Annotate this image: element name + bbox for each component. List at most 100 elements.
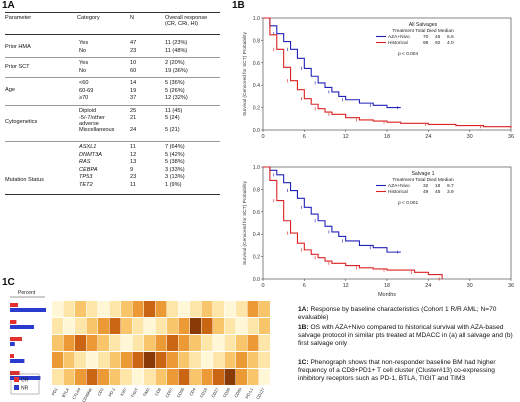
heatmap-cell: [132, 369, 144, 385]
y-axis-label: Survival (Censored for SCT) Probability: [242, 31, 248, 116]
table-n: 19: [130, 87, 137, 94]
x-tick-label: 12: [343, 134, 349, 140]
y-tick-label: 0.4: [253, 232, 260, 238]
legend-treatment: AZA+Nivo: [388, 183, 410, 189]
x-tick-label: 24: [425, 283, 431, 289]
caption-1b-tag: 1B:: [298, 324, 309, 331]
y-tick-label: 0.8: [253, 38, 260, 44]
table-response: 7 (64%): [165, 144, 185, 150]
km-curve-aza-nivo: [263, 166, 401, 253]
legend-median: 4.0: [447, 40, 454, 46]
percent-bar-cr: [10, 354, 14, 358]
heatmap-cell: [86, 301, 98, 317]
table-parameter: Prior SCT: [5, 63, 30, 70]
panel-label-1b: 1B: [232, 0, 245, 11]
table-n: 21: [130, 115, 137, 121]
caption-1a: 1A: Response by baseline characteristics…: [298, 306, 516, 322]
heatmap-column-label: CTLA4: [71, 386, 82, 400]
table-n: 24: [130, 127, 137, 133]
heatmap-column-label: CD69: [233, 386, 243, 398]
heatmap-cell: [86, 318, 98, 334]
legend-swatch-nr: [14, 385, 19, 390]
plot-frame: [262, 17, 512, 131]
heatmap-cell: [236, 335, 247, 351]
km-chart-salvage-1: 0 6 12 18 24 30 36 0.0 0.2 0.4 0.6 0.8 1.0 Survival (…: [242, 165, 514, 298]
legend-total: 98: [423, 40, 429, 46]
heatmap-cell: [155, 369, 167, 385]
x-tick-label: 30: [467, 134, 473, 140]
table-category: Diploid: [79, 107, 97, 114]
table-n: 37: [130, 95, 137, 101]
heatmap-cell: [213, 352, 224, 368]
table-category: No: [79, 47, 87, 54]
table-rule: [5, 12, 220, 13]
heatmap-cell: [52, 335, 63, 351]
x-tick-label: 18: [384, 134, 390, 140]
heatmap-cell: [144, 352, 155, 368]
table-n: 9: [130, 166, 134, 173]
heatmap-cell: [109, 335, 121, 351]
heatmap-cell: [98, 352, 109, 368]
table-n: 25: [130, 107, 137, 114]
y-tick-label: 0.8: [253, 187, 260, 193]
heatmap-cell: [63, 318, 75, 334]
heatmap-cell: [132, 301, 144, 317]
table-parameter: Prior HMA: [5, 43, 31, 50]
heatmap-cell: [224, 335, 236, 351]
table-parameter: Mutation Status: [5, 177, 44, 183]
legend-treatment: Historical: [388, 40, 408, 46]
heatmap-cell: [178, 352, 190, 368]
heatmap-column-label: CD57: [164, 386, 174, 398]
table-n: 23: [130, 47, 137, 54]
heatmap-cell: [75, 335, 86, 351]
heatmap-cell: [121, 335, 132, 351]
heatmap-cell: [109, 369, 121, 385]
table-n: 23: [130, 174, 137, 180]
heatmap-cell: [86, 369, 98, 385]
legend-died: 45: [435, 34, 441, 40]
heatmap-cell: [75, 301, 86, 317]
heatmap-cell: [63, 335, 75, 351]
heatmap-cell: [144, 369, 155, 385]
percent-label: Percent: [18, 290, 36, 296]
heatmap-cell: [259, 369, 270, 385]
heatmap-cell: [259, 301, 270, 317]
legend-box: [10, 373, 40, 395]
y-tick-label: 1.0: [253, 165, 260, 171]
heatmap-cell: [213, 369, 224, 385]
heatmap-cell: [167, 301, 178, 317]
table-response: 5 (36%): [165, 80, 185, 86]
table-response: 5 (24): [165, 115, 180, 121]
x-tick-label: 24: [425, 134, 431, 140]
heatmap-cell: [201, 335, 213, 351]
y-tick-label: 0.6: [253, 61, 260, 67]
heatmap-cell: [247, 318, 259, 334]
legend-treatment: AZA+Nivo: [388, 34, 410, 40]
heatmap-cell: [201, 369, 213, 385]
heatmap-cell: [178, 318, 190, 334]
heatmap-cell: [86, 352, 98, 368]
heatmap-cell: [109, 318, 121, 334]
table-response: 2 (20%): [165, 60, 185, 66]
heatmap-column-label: CD3: [96, 386, 105, 396]
table-category: 60-69: [79, 87, 94, 94]
legend-label-cr: CR: [21, 378, 29, 384]
heatmap-cell: [201, 352, 213, 368]
table-category: <60: [79, 80, 89, 86]
heatmap-cell: [201, 318, 213, 334]
table-n: 13: [130, 159, 137, 165]
percent-bar-nr: [10, 359, 25, 363]
table-category: ASXL1: [79, 144, 97, 150]
heatmap-column-label: CD4: [188, 386, 197, 396]
heatmap-cell: [236, 352, 247, 368]
table-parameter: Age: [5, 87, 15, 94]
heatmap-cell: [224, 369, 236, 385]
table-n: 10: [130, 60, 137, 66]
heatmap-cell: [259, 335, 270, 351]
km-chart-all-salvages: 0 6 12 18 24 30 36 0.0 0.2 0.4 0.6 0.8 1.0 Survival (…: [242, 16, 514, 140]
heatmap-cell: [178, 301, 190, 317]
table-header-3: Overall response (CR, CRi, HI): [165, 15, 208, 28]
table-rule: [5, 104, 220, 105]
heatmap-column-label: CD127: [255, 386, 266, 400]
caption-1c-tag: 1C:: [298, 359, 309, 366]
